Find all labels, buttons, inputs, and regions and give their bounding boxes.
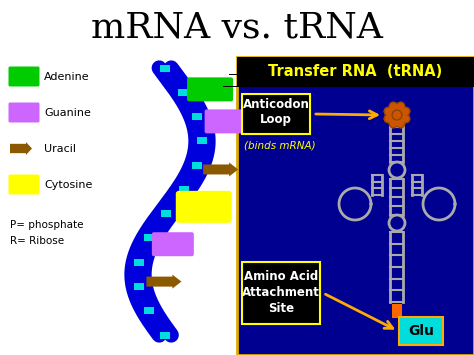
FancyBboxPatch shape xyxy=(205,109,246,133)
Bar xyxy=(144,234,154,241)
Text: Guanine: Guanine xyxy=(44,108,91,118)
FancyArrow shape xyxy=(10,142,32,155)
Bar xyxy=(144,307,154,314)
Bar xyxy=(197,137,207,144)
Bar xyxy=(237,57,474,355)
Text: R: R xyxy=(237,76,244,86)
FancyArrow shape xyxy=(203,163,238,176)
Text: Cytosine: Cytosine xyxy=(44,180,92,190)
Bar xyxy=(392,304,402,318)
Text: (binds mRNA): (binds mRNA) xyxy=(244,141,316,151)
Text: Transfer RNA  (tRNA): Transfer RNA (tRNA) xyxy=(268,65,443,80)
Bar xyxy=(160,332,170,339)
Bar xyxy=(179,186,189,193)
FancyBboxPatch shape xyxy=(399,317,443,345)
Bar xyxy=(134,259,145,266)
Text: P= phosphate: P= phosphate xyxy=(10,220,83,230)
FancyBboxPatch shape xyxy=(187,77,233,102)
Text: R= Ribose: R= Ribose xyxy=(10,236,64,246)
Text: Glu: Glu xyxy=(408,324,434,338)
FancyBboxPatch shape xyxy=(9,66,39,87)
Bar xyxy=(237,57,474,87)
Bar xyxy=(134,283,144,290)
Bar xyxy=(242,94,310,134)
FancyBboxPatch shape xyxy=(9,103,39,122)
Bar xyxy=(161,210,171,217)
FancyBboxPatch shape xyxy=(176,191,232,223)
Bar xyxy=(192,113,202,120)
Text: Amino Acid
Attachment
Site: Amino Acid Attachment Site xyxy=(242,271,320,316)
FancyArrow shape xyxy=(146,275,182,289)
Bar xyxy=(178,89,188,96)
Text: Anticodon
Loop: Anticodon Loop xyxy=(243,98,310,126)
FancyBboxPatch shape xyxy=(9,175,39,195)
FancyBboxPatch shape xyxy=(152,232,194,256)
Bar xyxy=(242,262,320,324)
Bar xyxy=(192,162,202,169)
Text: mRNA vs. tRNA: mRNA vs. tRNA xyxy=(91,11,383,45)
Text: Adenine: Adenine xyxy=(44,71,90,82)
Bar xyxy=(160,65,170,71)
Text: Uracil: Uracil xyxy=(44,143,76,153)
Polygon shape xyxy=(384,102,410,128)
Text: P: P xyxy=(237,63,243,73)
